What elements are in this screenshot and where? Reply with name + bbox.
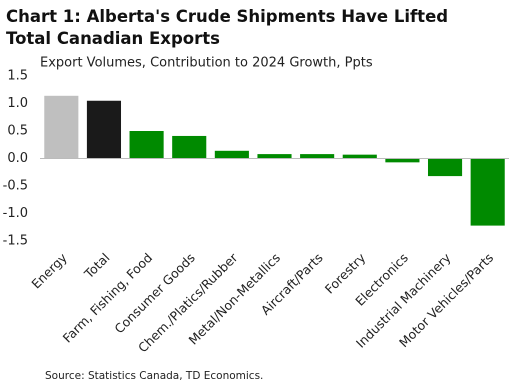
bar (214, 150, 249, 159)
bar (427, 158, 463, 177)
bar (342, 154, 377, 159)
y-tick-label: -1.5 (3, 234, 28, 249)
y-tick-label: 1.5 (7, 69, 28, 84)
y-tick-label: 0.0 (7, 151, 28, 166)
x-tick-label: Total (81, 250, 113, 282)
chart-title: Chart 1: Alberta's Crude Shipments Have … (6, 7, 449, 48)
bar (300, 154, 335, 159)
source-note: Source: Statistics Canada, TD Economics. (45, 370, 263, 382)
bar (385, 158, 420, 163)
x-tick-label: Energy (28, 250, 70, 292)
bar (470, 158, 505, 226)
y-tick-label: -1.0 (3, 206, 28, 221)
bar (129, 131, 164, 159)
y-tick-label: 1.0 (7, 96, 28, 111)
bar (86, 100, 122, 159)
chart-subtitle: Export Volumes, Contribution to 2024 Gro… (40, 56, 373, 71)
y-tick-label: -0.5 (3, 179, 28, 194)
bar (44, 95, 79, 159)
y-tick-label: 0.5 (7, 124, 28, 139)
bar (172, 135, 207, 159)
bar (257, 154, 292, 159)
x-tick-label: Consumer Goods (111, 250, 197, 336)
